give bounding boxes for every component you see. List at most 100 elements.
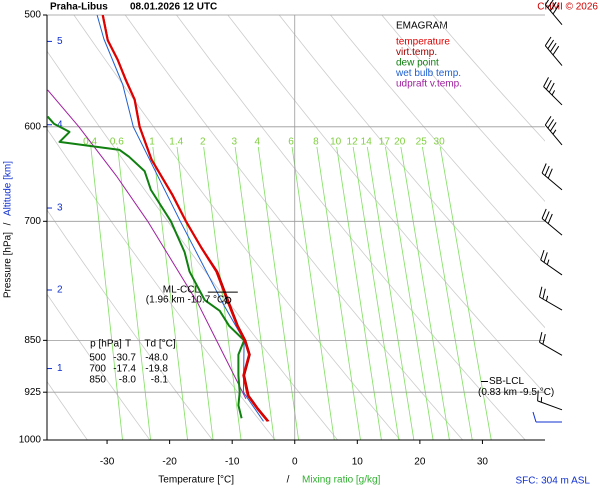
dry-adiabat — [0, 15, 25, 440]
table-cell: -8.1 — [151, 375, 169, 386]
legend-entry: udpraft v.temp. — [396, 79, 462, 90]
altitude-label: 2 — [57, 285, 63, 296]
datetime: 08.01.2026 12 UTC — [130, 2, 217, 13]
annotation-text: ML-CCL — [163, 285, 201, 296]
mixing-ratio-line — [336, 146, 382, 440]
dry-adiabat — [176, 15, 526, 440]
legend-entry: virt.temp. — [396, 47, 437, 58]
x-tick-label: 10 — [352, 457, 364, 468]
annotation-text: SB-LCL — [489, 376, 524, 387]
mixing-ratio-label: 17 — [379, 137, 391, 148]
mixing-ratio-line — [117, 146, 151, 440]
wind-barb — [539, 286, 563, 311]
mixing-ratio-label: 3 — [231, 137, 237, 148]
legend-entry: temperature — [396, 37, 450, 48]
y-tick-label: 850 — [24, 335, 41, 346]
mixing-ratio-line — [291, 146, 335, 440]
table-cell: -30.7 — [113, 353, 136, 364]
table-header: Td [°C] — [144, 339, 175, 350]
dry-adiabat — [47, 380, 88, 440]
mixing-ratio-line — [352, 146, 400, 440]
y-tick-label: 600 — [24, 121, 41, 132]
table-cell: 500 — [89, 353, 106, 364]
x-label-2: Mixing ratio [g/kg] — [302, 475, 381, 486]
x-label: Temperature [°C] — [158, 475, 234, 486]
profile-line — [47, 115, 246, 419]
annotation-detail: (1.96 km -10.7 °C) — [146, 295, 228, 306]
wind-barb — [537, 390, 563, 411]
mixing-ratio-line — [257, 146, 299, 440]
dry-adiabat — [227, 15, 545, 395]
altitude-label: 1 — [57, 363, 63, 374]
x-tick-label: 30 — [477, 457, 489, 468]
mixing-ratio-label: 1.4 — [169, 137, 183, 148]
table-cell: -8.0 — [119, 375, 137, 386]
wind-barb — [539, 331, 563, 356]
legend-title: EMAGRAM — [396, 21, 448, 32]
wind-barb — [544, 36, 563, 66]
dry-adiabat — [47, 209, 213, 440]
profile-line — [101, 15, 269, 423]
x-label-separator: / — [287, 475, 290, 486]
mixing-ratio-line — [385, 146, 434, 440]
mixing-ratio-line — [176, 146, 214, 440]
dry-adiabat — [47, 128, 276, 440]
wind-barb — [540, 249, 563, 276]
x-tick-label: -20 — [162, 457, 177, 468]
annotation-detail: (0.83 km -9.5 °C) — [478, 387, 554, 398]
y-label: Pressure [hPa] — [3, 232, 14, 298]
wind-barb — [543, 77, 563, 106]
x-tick-label: -30 — [100, 457, 115, 468]
mixing-ratio-line — [421, 146, 473, 440]
dry-adiabat — [278, 15, 545, 329]
table-header: p [hPa] — [90, 339, 122, 350]
mixing-ratio-line — [400, 146, 450, 440]
mixing-ratio-line — [234, 146, 275, 440]
y-tick-label: 1000 — [19, 435, 42, 446]
altitude-label: 3 — [57, 203, 63, 214]
mixing-ratio-line — [203, 146, 242, 440]
mixing-ratio-label: 25 — [416, 137, 428, 148]
altitude-label: 4 — [57, 119, 63, 130]
wind-barb — [541, 208, 563, 236]
mixing-ratio-line — [439, 146, 492, 440]
profile-line — [47, 89, 247, 400]
y-tick-label: 925 — [24, 387, 41, 398]
dry-adiabat — [73, 15, 401, 440]
table-header: T — [125, 339, 131, 350]
wind-barb — [544, 116, 563, 146]
mixing-ratio-line — [90, 146, 123, 440]
wind-barb — [544, 0, 563, 26]
dry-adiabat — [381, 15, 545, 203]
mixing-ratio-label: 2 — [200, 137, 206, 148]
profiles — [47, 15, 270, 423]
mixing-ratio-label: 12 — [347, 137, 359, 148]
mixing-ratio-label: 14 — [361, 137, 373, 148]
x-tick-label: 20 — [414, 457, 426, 468]
surface: SFC: 304 m ASL — [516, 476, 591, 487]
mixing-ratio-label: 10 — [330, 137, 342, 148]
y-label-separator: / — [3, 222, 14, 225]
y-label-2: Altitude [km] — [3, 161, 14, 216]
mixing-ratio-label: 6 — [288, 137, 294, 148]
mixing-ratio-label: 4 — [255, 137, 261, 148]
wind-barb — [532, 411, 563, 423]
y-tick-label: 500 — [24, 10, 41, 21]
credit: CHMI © 2026 — [537, 2, 598, 13]
mixing-ratio-label: 20 — [394, 137, 406, 148]
mixing-ratio-label: 8 — [313, 137, 319, 148]
dry-adiabat — [124, 15, 464, 440]
mixing-ratio-label: 30 — [434, 137, 446, 148]
altitude-label: 5 — [57, 36, 63, 47]
background — [0, 15, 545, 440]
mixing-ratio-label: 1 — [149, 137, 155, 148]
mixing-ratio-line — [366, 146, 415, 440]
table-cell: -19.8 — [145, 364, 168, 375]
mixing-ratio-line — [316, 146, 361, 440]
table-cell: 700 — [89, 364, 106, 375]
table-cell: -17.4 — [113, 364, 136, 375]
dry-adiabat — [330, 15, 545, 265]
legend-entry: wet bulb temp. — [395, 68, 461, 79]
station: Praha-Libus — [50, 2, 108, 13]
